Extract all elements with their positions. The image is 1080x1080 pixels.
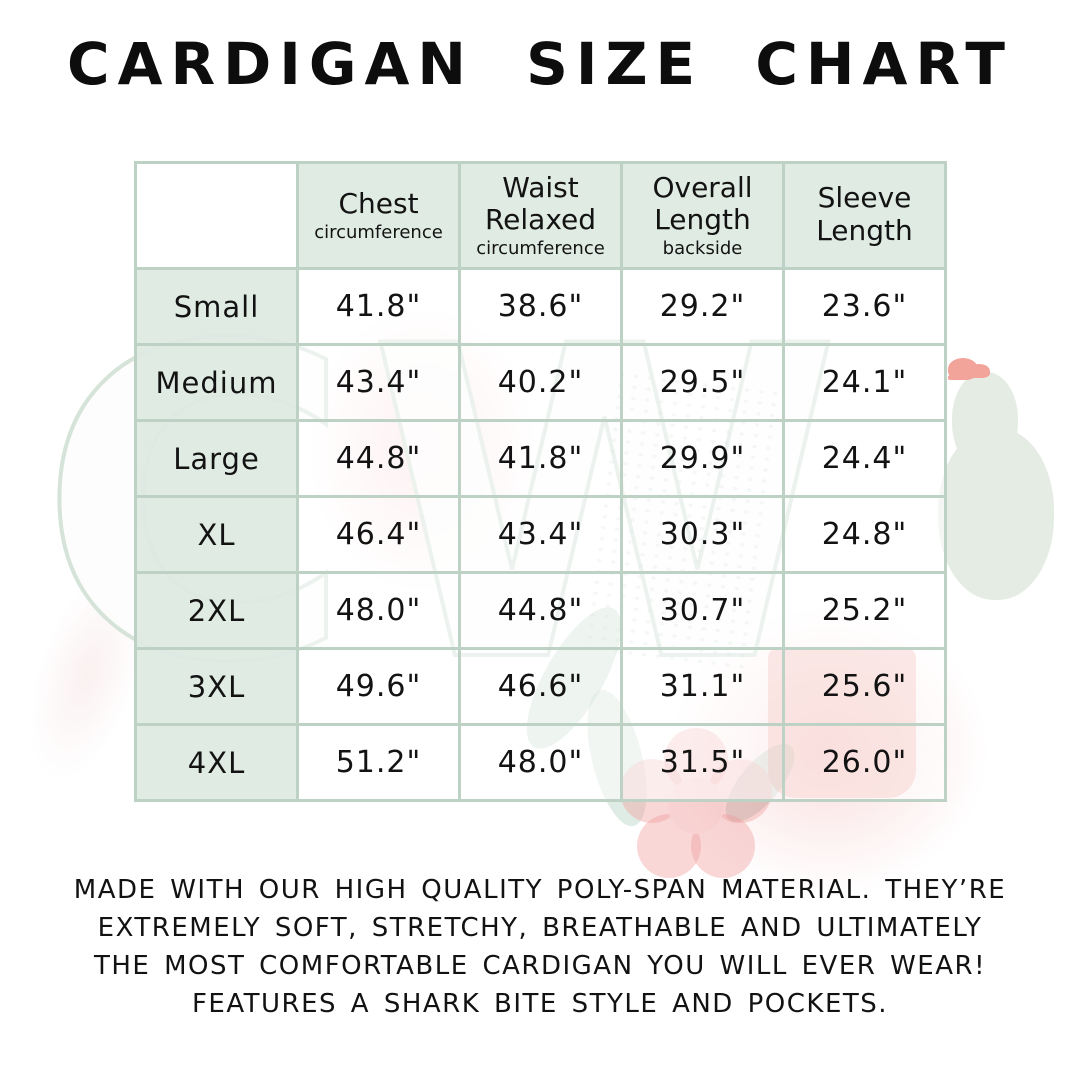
size-label-cell: Medium: [134, 343, 299, 422]
measurement-cell: 46.4": [296, 495, 461, 574]
cactus-bloom: [948, 358, 978, 380]
measurement-cell: 48.0": [458, 723, 623, 802]
empty-corner-cell: [134, 161, 299, 270]
page-title: CARDIGAN SIZE CHART: [67, 30, 1013, 98]
measurement-cell: 38.6": [458, 267, 623, 346]
table-row-large: Large 44.8" 41.8" 29.9" 24.4": [134, 419, 947, 498]
table-row-xl: XL 46.4" 43.4" 30.3" 24.8": [134, 495, 947, 574]
measurement-cell: 24.8": [782, 495, 947, 574]
column-header-label: Sleeve Length: [816, 181, 913, 247]
measurement-cell: 48.0": [296, 571, 461, 650]
table-header-row: Chest circumference Waist Relaxed circum…: [134, 161, 947, 270]
material-description: MADE WITH OUR HIGH QUALITY POLY-SPAN MAT…: [0, 871, 1080, 1023]
measurement-cell: 31.1": [620, 647, 785, 726]
measurement-cell: 46.6": [458, 647, 623, 726]
measurement-cell: 29.2": [620, 267, 785, 346]
size-label-cell: XL: [134, 495, 299, 574]
measurement-cell: 30.7": [620, 571, 785, 650]
measurement-cell: 29.5": [620, 343, 785, 422]
size-label-cell: 4XL: [134, 723, 299, 802]
description-line: MADE WITH OUR HIGH QUALITY POLY-SPAN MAT…: [73, 875, 1007, 905]
measurement-cell: 44.8": [458, 571, 623, 650]
size-label-cell: 2XL: [134, 571, 299, 650]
table-row-3xl: 3XL 49.6" 46.6" 31.1" 25.6": [134, 647, 947, 726]
measurement-cell: 29.9": [620, 419, 785, 498]
column-header-label: Overall Length: [652, 170, 753, 236]
measurement-cell: 40.2": [458, 343, 623, 422]
table-row-4xl: 4XL 51.2" 48.0" 31.5" 26.0": [134, 723, 947, 802]
column-header-sublabel: backside: [662, 237, 743, 259]
measurement-cell: 49.6": [296, 647, 461, 726]
measurement-cell: 41.8": [296, 267, 461, 346]
measurement-cell: 25.2": [782, 571, 947, 650]
column-header-waist: Waist Relaxed circumference: [458, 161, 623, 270]
description-line: EXTREMELY SOFT, STRETCHY, BREATHABLE AND…: [97, 913, 983, 943]
table-row-2xl: 2XL 48.0" 44.8" 30.7" 25.2": [134, 571, 947, 650]
size-chart-table: Chest circumference Waist Relaxed circum…: [134, 161, 947, 802]
column-header-label: Chest: [338, 186, 419, 220]
description-line: THE MOST COMFORTABLE CARDIGAN YOU WILL E…: [93, 951, 987, 981]
measurement-cell: 43.4": [296, 343, 461, 422]
measurement-cell: 24.4": [782, 419, 947, 498]
size-label-cell: 3XL: [134, 647, 299, 726]
size-label-cell: Small: [134, 267, 299, 346]
column-header-sublabel: circumference: [476, 237, 605, 259]
column-header-chest: Chest circumference: [296, 161, 461, 270]
measurement-cell: 30.3": [620, 495, 785, 574]
column-header-overall-length: Overall Length backside: [620, 161, 785, 270]
measurement-cell: 25.6": [782, 647, 947, 726]
measurement-cell: 24.1": [782, 343, 947, 422]
measurement-cell: 41.8": [458, 419, 623, 498]
description-line: FEATURES A SHARK BITE STYLE AND POCKETS.: [191, 989, 889, 1019]
column-header-sublabel: circumference: [314, 221, 443, 243]
measurement-cell: 44.8": [296, 419, 461, 498]
table-row-medium: Medium 43.4" 40.2" 29.5" 24.1": [134, 343, 947, 422]
measurement-cell: 23.6": [782, 267, 947, 346]
cactus-pad-small: [952, 372, 1018, 470]
column-header-sleeve-length: Sleeve Length: [782, 161, 947, 270]
measurement-cell: 51.2": [296, 723, 461, 802]
size-label-cell: Large: [134, 419, 299, 498]
measurement-cell: 43.4": [458, 495, 623, 574]
measurement-cell: 31.5": [620, 723, 785, 802]
table-row-small: Small 41.8" 38.6" 29.2" 23.6": [134, 267, 947, 346]
column-header-label: Waist Relaxed: [484, 170, 597, 236]
measurement-cell: 26.0": [782, 723, 947, 802]
